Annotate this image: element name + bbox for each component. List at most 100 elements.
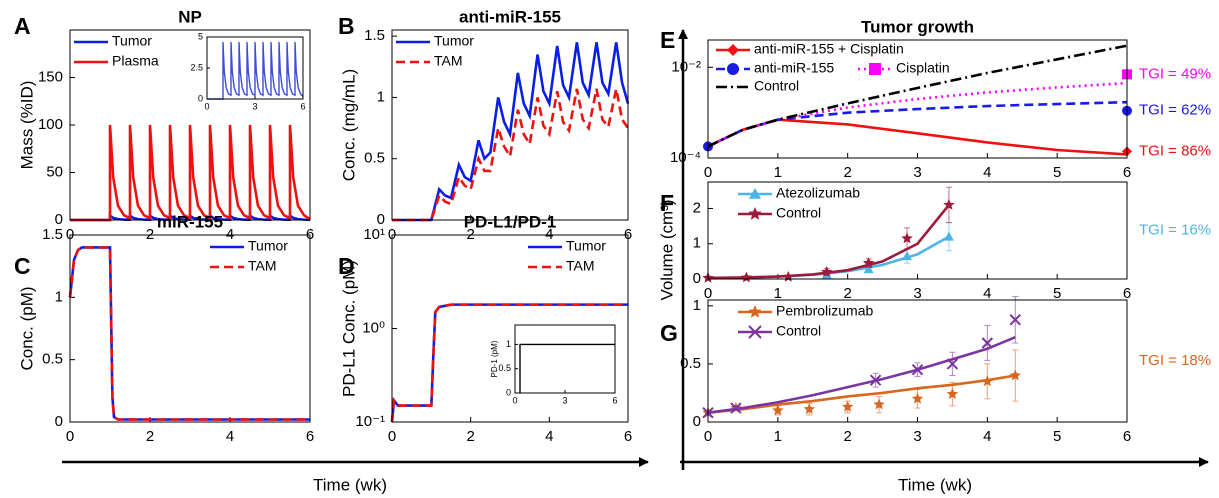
x-tick-label: 0 [704, 164, 712, 181]
x-axis-label: Time (wk) [898, 475, 972, 494]
legend-label: Plasma [112, 53, 159, 69]
x-tick-label: 4 [983, 428, 991, 445]
chart-title: Tumor growth [861, 17, 974, 36]
marker [943, 231, 954, 241]
marker [911, 392, 924, 404]
x-tick-label: 4 [545, 428, 553, 445]
axes-box [391, 234, 629, 423]
y-tick-label: 0 [693, 413, 701, 430]
x-tick-label: 5 [1053, 428, 1061, 445]
legend-label: Pembrolizumab [776, 303, 873, 319]
y-tick-label: 2 [693, 199, 701, 216]
x-tick-label: 0 [704, 285, 712, 302]
marker [842, 400, 854, 412]
legend-label: Control [776, 323, 821, 339]
annotation: TGI = 62% [1139, 102, 1211, 119]
y-tick-label: 0.5 [498, 363, 511, 373]
y-tick-label: 10⁻² [671, 58, 701, 75]
panel-letter: B [338, 13, 355, 39]
axes-box [206, 36, 304, 100]
series-line [70, 124, 311, 222]
x-tick-label: 3 [913, 428, 921, 445]
marker [748, 207, 762, 220]
y-axis-label: Volume (cm³) [657, 199, 676, 300]
y-tick-label: 1 [55, 288, 63, 305]
y-tick-label: 1 [693, 235, 701, 252]
panel-letter: D [338, 253, 355, 279]
x-tick-label: 6 [1123, 285, 1131, 302]
x-tick-label: 3 [913, 164, 921, 181]
y-tick-label: 0.5 [680, 355, 701, 372]
x-tick-label: 6 [1123, 428, 1131, 445]
legend-label: Control [776, 205, 821, 221]
marker [1009, 369, 1021, 381]
legend-label: anti-miR-155 [754, 60, 834, 76]
series-line [707, 100, 1128, 148]
x-tick-label: 4 [983, 285, 991, 302]
series-line [707, 44, 1128, 148]
x-tick-label: 6 [306, 428, 314, 445]
annotation: TGI = 49% [1139, 65, 1211, 82]
legend-label: Tumor [248, 238, 288, 254]
panel-letter: G [660, 320, 678, 346]
axes-box [707, 39, 1128, 159]
marker [901, 232, 913, 244]
x-tick-label: 4 [226, 428, 234, 445]
panel-letter: E [660, 27, 675, 53]
inset-background [515, 325, 615, 393]
series-line [519, 343, 615, 393]
x-tick-label: 1 [774, 285, 782, 302]
marker [749, 188, 761, 199]
series-line [707, 118, 1128, 156]
series-line [392, 88, 630, 222]
marker [740, 271, 753, 283]
series-line [392, 42, 630, 222]
marker [821, 265, 833, 277]
chart-title: miR-155 [157, 212, 223, 231]
y-tick-label: 0 [55, 211, 63, 228]
x-tick-label: 5 [1053, 164, 1061, 181]
y-tick-label: 0.5 [364, 150, 385, 167]
x-tick-label: 4 [983, 164, 991, 181]
marker [730, 402, 742, 414]
x-tick-label: 6 [624, 226, 632, 243]
y-tick-label: 0 [377, 211, 385, 228]
y-tick-label: 2.5 [190, 62, 203, 72]
x-axis-label: Time (wk) [313, 475, 387, 494]
legend-label: Tumor [112, 33, 152, 49]
x-tick-label: 3 [913, 285, 921, 302]
chart-title: anti-miR-155 [459, 7, 561, 26]
series-line [707, 374, 1016, 414]
y-tick-label: 10⁰ [362, 319, 385, 336]
panel-letter: F [660, 190, 674, 216]
series-line [68, 246, 310, 421]
axes-box [391, 29, 629, 221]
x-tick-label: 2 [466, 428, 474, 445]
chart-title: NP [178, 7, 202, 26]
series-line [207, 41, 304, 100]
series-line [390, 303, 628, 423]
chart-title: PD-L1/PD-1 [464, 212, 557, 231]
x-tick-label: 2 [466, 226, 474, 243]
marker [911, 364, 924, 376]
marker [902, 251, 913, 261]
marker [727, 63, 739, 75]
y-tick-label: 0.5 [42, 351, 63, 368]
axes-box [707, 181, 1128, 280]
y-tick-label: 1 [506, 339, 511, 349]
x-tick-label: 1 [774, 428, 782, 445]
series-line [707, 204, 950, 280]
x-tick-label: 6 [624, 428, 632, 445]
x-tick-label: 6 [1123, 164, 1131, 181]
y-tick-label: 5 [198, 31, 203, 41]
y-axis-label: Conc. (mg/mL) [339, 69, 358, 181]
marker [862, 257, 875, 268]
series-line [707, 335, 1016, 414]
y-tick-label: 1.5 [364, 27, 385, 44]
y-tick-label: 50 [46, 163, 63, 180]
x-tick-label: 0 [204, 101, 209, 111]
legend-label: TAM [434, 53, 463, 69]
marker [1009, 314, 1021, 326]
x-tick-label: 2 [146, 226, 154, 243]
